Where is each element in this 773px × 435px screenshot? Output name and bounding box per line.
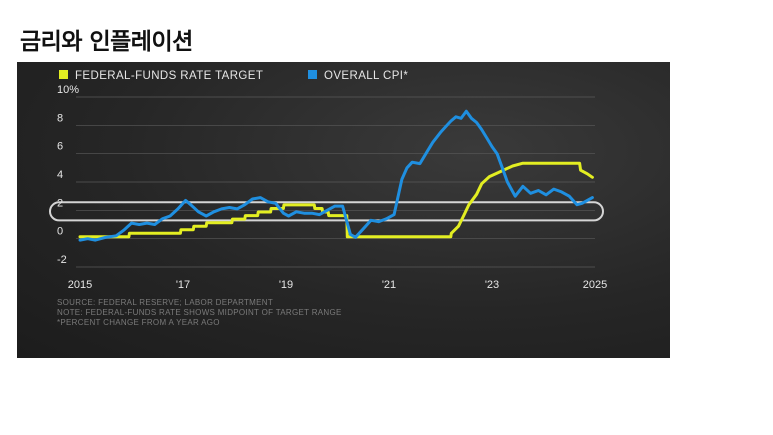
y-axis-ticks: 10% 8 6 4 2 0 -2 — [57, 84, 79, 266]
footnote-line: *PERCENT CHANGE FROM A YEAR AGO — [57, 318, 220, 327]
y-tick-label: 10% — [57, 84, 79, 96]
y-tick-label: 0 — [57, 226, 63, 238]
note-line: NOTE: FEDERAL-FUNDS RATE SHOWS MIDPOINT … — [57, 308, 342, 317]
y-tick-label: 2 — [57, 197, 63, 209]
legend-swatch — [59, 70, 68, 79]
source-notes: SOURCE: FEDERAL RESERVE; LABOR DEPARTMEN… — [57, 298, 342, 328]
legend-label: OVERALL CPI* — [324, 70, 408, 82]
legend-swatch — [308, 70, 317, 79]
source-line: SOURCE: FEDERAL RESERVE; LABOR DEPARTMEN… — [57, 298, 274, 307]
x-tick-label: '23 — [485, 279, 499, 291]
legend-label: FEDERAL-FUNDS RATE TARGET — [75, 70, 263, 82]
y-tick-label: 6 — [57, 141, 63, 153]
x-tick-label: '21 — [382, 279, 396, 291]
page-title: 금리와 인플레이션 — [20, 29, 193, 55]
y-tick-label: 4 — [57, 169, 63, 181]
cpi-line — [78, 109, 594, 242]
x-tick-label: 2015 — [68, 279, 92, 291]
line-chart: 10% 8 6 4 2 0 -2 2015 '17 '19 '21 '23 2025 FEDERAL-… — [49, 70, 607, 291]
x-tick-label: 2025 — [583, 279, 607, 291]
series-lines — [78, 109, 594, 242]
y-tick-label: -2 — [57, 254, 67, 266]
target-highlight-band — [49, 201, 604, 222]
gridlines — [76, 96, 595, 268]
x-axis-ticks: 2015 '17 '19 '21 '23 2025 — [68, 279, 607, 291]
fed-funds-line — [78, 161, 594, 239]
chart-legend: FEDERAL-FUNDS RATE TARGET OVERALL CPI* — [59, 70, 408, 82]
x-tick-label: '19 — [279, 279, 293, 291]
highlight-band-layer — [49, 201, 604, 222]
y-tick-label: 8 — [57, 112, 63, 124]
chart-panel: 10% 8 6 4 2 0 -2 2015 '17 '19 '21 '23 2025 FEDERAL-… — [17, 62, 670, 358]
x-tick-label: '17 — [176, 279, 190, 291]
